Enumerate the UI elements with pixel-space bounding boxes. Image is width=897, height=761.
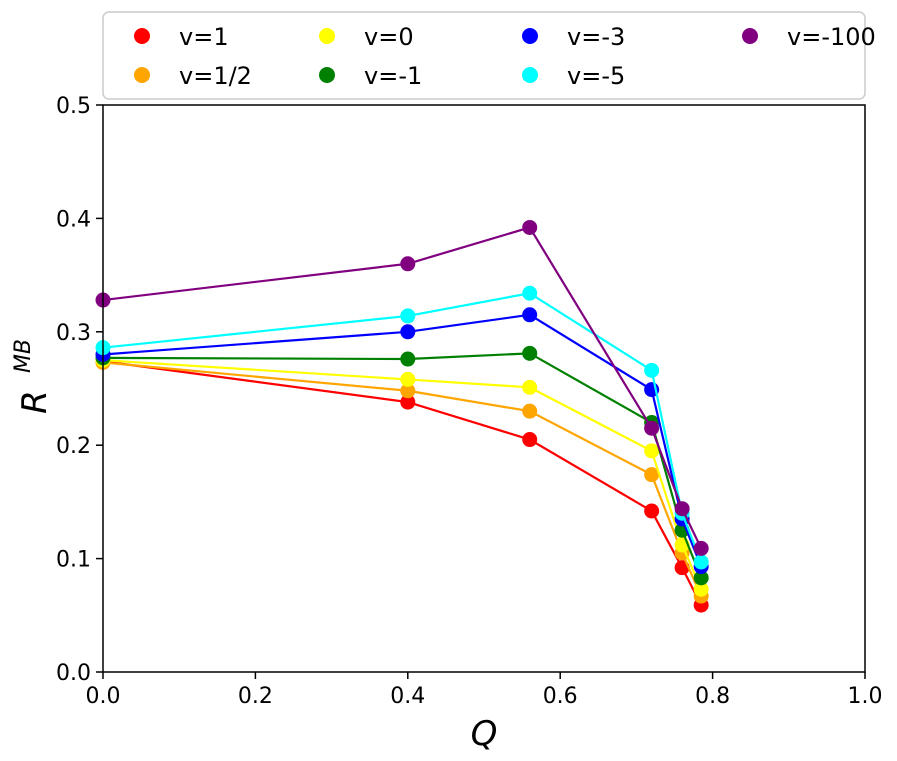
data-point bbox=[522, 307, 538, 323]
x-tick-label: 1.0 bbox=[848, 684, 883, 709]
legend-label: v=1/2 bbox=[179, 62, 252, 90]
legend-marker bbox=[134, 67, 150, 83]
legend-label: v=-3 bbox=[567, 23, 625, 51]
data-point bbox=[644, 420, 660, 436]
data-point bbox=[400, 394, 416, 410]
data-point bbox=[400, 371, 416, 387]
data-point bbox=[674, 501, 690, 517]
data-point bbox=[522, 432, 538, 448]
data-point bbox=[400, 351, 416, 367]
legend-label: v=-100 bbox=[787, 23, 876, 51]
data-point bbox=[522, 379, 538, 395]
y-axis-title-group: R MB bbox=[11, 339, 55, 414]
series-layer bbox=[95, 219, 709, 613]
series-line bbox=[102, 352, 703, 579]
legend-label: v=1 bbox=[179, 23, 229, 51]
y-tick-label: 0.1 bbox=[56, 548, 91, 573]
data-point bbox=[400, 256, 416, 272]
x-tick-label: 0.2 bbox=[238, 684, 273, 709]
x-tick-label: 0.0 bbox=[86, 684, 121, 709]
series-line bbox=[102, 359, 703, 590]
x-tick-label: 0.6 bbox=[543, 684, 578, 709]
legend-marker bbox=[742, 28, 758, 44]
legend-frame bbox=[102, 11, 866, 100]
x-axis-ticks: 0.0 0.2 0.4 0.6 0.8 1.0 bbox=[86, 672, 883, 709]
data-point bbox=[400, 308, 416, 324]
axes-frame bbox=[102, 104, 866, 673]
y-tick-label: 0.3 bbox=[56, 321, 91, 346]
y-tick-label: 0.5 bbox=[56, 94, 91, 119]
x-axis-title: Q bbox=[471, 714, 498, 754]
y-tick-label: 0.4 bbox=[56, 207, 91, 232]
data-point bbox=[522, 219, 538, 235]
legend-marker bbox=[134, 28, 150, 44]
data-point bbox=[693, 554, 709, 570]
y-axis-ticks: 0.0 0.1 0.2 0.3 0.4 0.5 bbox=[56, 94, 103, 686]
series-line bbox=[102, 292, 703, 563]
data-point bbox=[400, 324, 416, 340]
data-point bbox=[693, 570, 709, 586]
data-point bbox=[522, 403, 538, 419]
y-tick-label: 0.2 bbox=[56, 434, 91, 459]
series-line bbox=[102, 361, 703, 597]
y-axis-title-superscript: MB bbox=[11, 339, 36, 373]
data-point bbox=[644, 467, 660, 483]
y-axis-title: R bbox=[15, 390, 55, 414]
x-tick-label: 0.8 bbox=[695, 684, 730, 709]
legend-marker bbox=[522, 28, 538, 44]
legend-label: v=-5 bbox=[567, 62, 625, 90]
x-tick-label: 0.4 bbox=[390, 684, 425, 709]
legend-marker bbox=[319, 28, 335, 44]
data-point bbox=[400, 383, 416, 399]
legend-label: v=0 bbox=[364, 23, 414, 51]
data-point bbox=[644, 362, 660, 378]
legend-label: v=-1 bbox=[364, 62, 422, 90]
data-point bbox=[522, 345, 538, 361]
data-point bbox=[693, 540, 709, 556]
series-line bbox=[102, 313, 703, 567]
data-point bbox=[693, 581, 709, 597]
legend-items: v=1 v=1/2 v=0 v=-1 v=-3 v=-5 v=-100 bbox=[134, 23, 876, 90]
data-point bbox=[644, 443, 660, 459]
data-point bbox=[644, 503, 660, 519]
legend-marker bbox=[522, 67, 538, 83]
legend: v=1 v=1/2 v=0 v=-1 v=-3 v=-5 v=-100 bbox=[102, 11, 876, 100]
legend-marker bbox=[319, 67, 335, 83]
data-point bbox=[522, 285, 538, 301]
y-tick-label: 0.0 bbox=[56, 661, 91, 686]
